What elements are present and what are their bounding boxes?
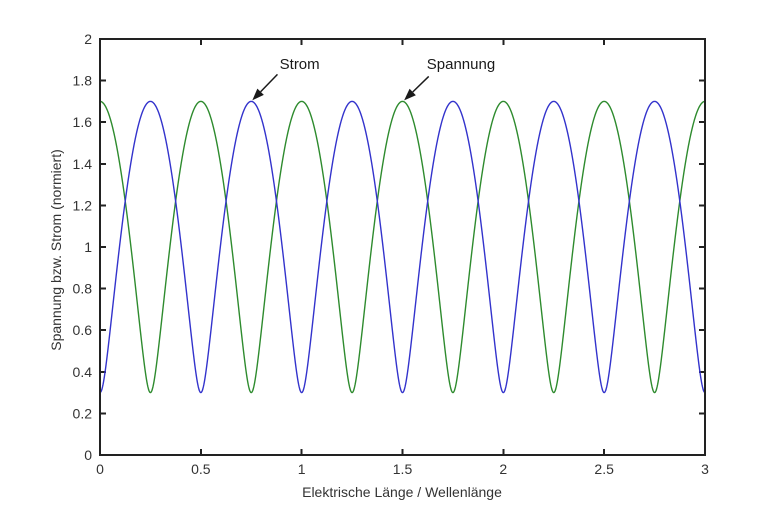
y-tick-label: 1.2: [73, 197, 93, 213]
annotations: Strom Spannung: [252, 56, 495, 101]
x-axis-label: Elektrische Länge / Wellenlänge: [302, 484, 502, 500]
x-tick-label: 3: [701, 461, 709, 477]
annotation-arrow-line: [412, 75, 430, 93]
y-tick-label: 0.4: [73, 364, 93, 380]
annotation-spannung: Spannung: [404, 56, 495, 101]
y-tick-label: 1.6: [73, 114, 93, 130]
x-tick-label: 1.5: [393, 461, 413, 477]
y-tick-label: 0: [84, 447, 92, 463]
y-tick-label: 1.4: [73, 156, 93, 172]
axis-tick-labels: 0 0.5 1 1.5 2 2.5 3 0 0.2 0.4 0.6 0.8 1 1.2 1.4 1.6 1.8 2: [73, 31, 710, 477]
plot-area-border: [99, 38, 706, 456]
y-tick-label: 1: [84, 239, 92, 255]
x-tick-label: 2.5: [594, 461, 614, 477]
curve-strom: [99, 100, 706, 394]
y-tick-label: 0.8: [73, 281, 93, 297]
annotation-label-spannung: Spannung: [427, 56, 495, 73]
x-tick-label: 0: [96, 461, 104, 477]
y-tick-label: 1.8: [73, 73, 93, 89]
x-tick-label: 2: [499, 461, 507, 477]
curves: [99, 100, 706, 394]
annotation-label-strom: Strom: [280, 56, 320, 73]
x-tick-label: 1: [298, 461, 306, 477]
y-tick-label: 2: [84, 31, 92, 47]
annotation-arrowhead: [252, 88, 264, 101]
annotation-arrowhead: [404, 88, 416, 101]
annotation-arrow-line: [260, 73, 279, 93]
annotation-strom: Strom: [252, 56, 320, 101]
y-tick-label: 0.2: [73, 405, 93, 421]
y-tick-label: 0.6: [73, 322, 93, 338]
y-axis-label: Spannung bzw. Strom (normiert): [48, 149, 64, 351]
x-tick-label: 0.5: [191, 461, 211, 477]
curve-spannung: [99, 100, 706, 394]
